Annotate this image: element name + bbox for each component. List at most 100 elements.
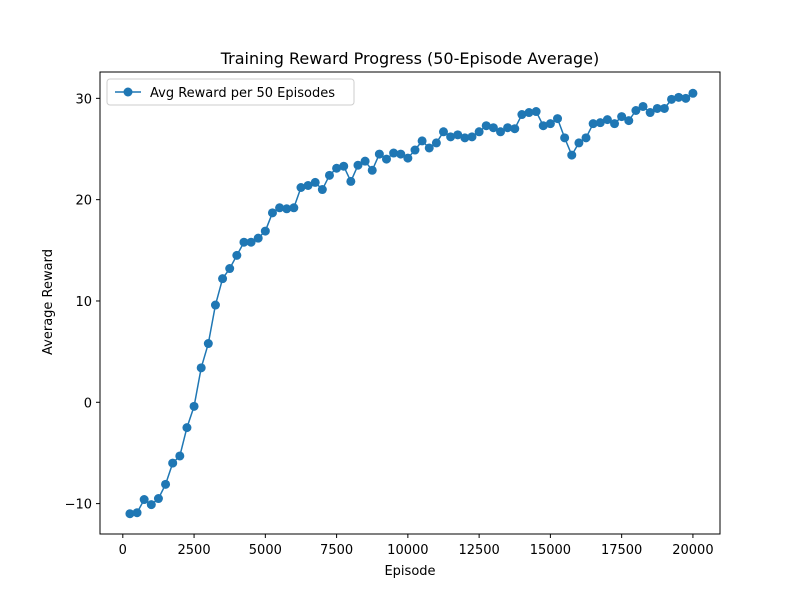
data-point xyxy=(317,185,327,195)
y-tick-label: 0 xyxy=(84,396,92,411)
data-point xyxy=(232,250,242,260)
x-tick-label: 2500 xyxy=(178,543,211,558)
data-point xyxy=(410,145,420,155)
data-point xyxy=(553,114,563,124)
data-point xyxy=(645,108,655,118)
legend-label: Avg Reward per 50 Episodes xyxy=(150,86,335,101)
data-point xyxy=(538,121,548,131)
data-point xyxy=(659,103,669,113)
data-point xyxy=(581,133,591,143)
data-point xyxy=(595,118,605,128)
x-tick-label: 15000 xyxy=(530,543,571,558)
data-point xyxy=(481,121,491,131)
data-point xyxy=(488,123,498,133)
data-point xyxy=(175,451,185,461)
data-point xyxy=(574,138,584,148)
data-point xyxy=(453,130,463,140)
x-tick-label: 5000 xyxy=(249,543,282,558)
data-point xyxy=(652,103,662,113)
data-point xyxy=(396,149,406,159)
plot-root: 0 2500 5000 7500 10000 12500 15000 17500 20000 −1… xyxy=(65,71,721,558)
data-point xyxy=(681,93,691,103)
data-point xyxy=(446,132,456,142)
data-point xyxy=(567,150,577,160)
data-point xyxy=(353,160,363,170)
data-point xyxy=(431,138,441,148)
data-point xyxy=(346,176,356,186)
chart-title: Training Reward Progress (50-Episode Ave… xyxy=(220,49,600,68)
y-tick-label: 10 xyxy=(75,295,92,310)
data-point xyxy=(260,226,270,236)
data-point xyxy=(246,237,256,247)
data-point xyxy=(588,119,598,129)
x-tick-label: 20000 xyxy=(672,543,713,558)
y-tick-label: 20 xyxy=(75,194,92,209)
data-point xyxy=(602,115,612,125)
x-tick-label: 17500 xyxy=(601,543,642,558)
data-point xyxy=(132,508,142,518)
data-point xyxy=(389,148,399,158)
legend-marker-swatch xyxy=(123,87,133,97)
data-point xyxy=(631,106,641,115)
data-point xyxy=(296,183,306,192)
data-point xyxy=(168,458,178,468)
data-point xyxy=(624,116,634,126)
data-point xyxy=(638,101,648,111)
data-point xyxy=(496,127,506,137)
y-tick-label: 30 xyxy=(75,92,92,107)
data-point xyxy=(688,88,698,98)
data-point xyxy=(196,363,206,373)
data-point xyxy=(303,180,313,190)
data-point xyxy=(510,124,520,134)
data-point xyxy=(381,154,391,164)
x-tick-label: 7500 xyxy=(320,543,353,558)
data-point xyxy=(610,119,620,129)
data-point xyxy=(310,177,320,187)
data-point xyxy=(367,165,377,175)
data-point xyxy=(517,110,527,120)
data-point xyxy=(417,136,427,146)
data-point xyxy=(239,237,249,247)
data-point xyxy=(182,423,192,433)
data-point xyxy=(125,509,135,519)
legend-box xyxy=(106,78,355,106)
data-point xyxy=(161,479,171,489)
y-tick-label: −10 xyxy=(65,498,92,513)
data-point xyxy=(374,149,384,159)
data-point xyxy=(210,300,220,310)
data-point xyxy=(218,274,228,284)
data-point xyxy=(339,161,349,171)
chart-legend: Avg Reward per 50 Episodes xyxy=(106,78,355,106)
y-axis-label: Average Reward xyxy=(41,249,56,355)
data-point xyxy=(531,107,541,117)
x-tick-label: 12500 xyxy=(458,543,499,558)
data-point xyxy=(267,208,277,218)
data-point xyxy=(332,163,342,173)
data-point xyxy=(275,203,285,213)
data-point xyxy=(524,108,534,118)
x-axis-label: Episode xyxy=(384,564,435,579)
data-point xyxy=(403,153,413,163)
data-point xyxy=(153,494,163,504)
data-point xyxy=(438,127,448,137)
data-point xyxy=(474,127,484,137)
data-point xyxy=(225,264,235,274)
x-tick-label: 10000 xyxy=(387,543,428,558)
data-point xyxy=(545,119,555,129)
data-point xyxy=(560,133,570,143)
data-point xyxy=(324,170,334,180)
data-point xyxy=(424,143,434,153)
x-tick-label: 0 xyxy=(119,543,127,558)
data-point xyxy=(667,94,677,104)
data-point xyxy=(282,204,292,214)
data-point xyxy=(189,401,199,411)
data-point xyxy=(467,132,477,142)
data-point xyxy=(460,133,470,143)
data-point xyxy=(674,92,684,102)
data-point xyxy=(139,495,149,505)
data-point xyxy=(253,233,263,243)
data-point xyxy=(360,156,370,166)
data-point xyxy=(146,500,156,510)
